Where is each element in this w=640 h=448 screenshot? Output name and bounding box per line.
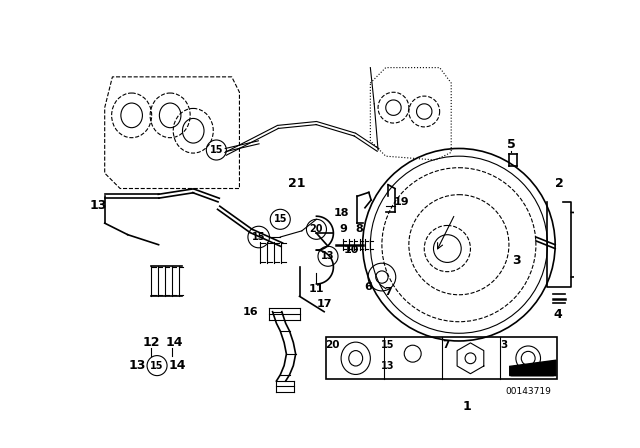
Text: 9: 9 bbox=[339, 224, 348, 234]
Bar bbox=[326, 337, 557, 379]
Text: 18: 18 bbox=[334, 208, 349, 218]
Text: 11: 11 bbox=[308, 284, 324, 293]
Text: 15: 15 bbox=[150, 361, 164, 370]
Polygon shape bbox=[511, 362, 554, 375]
Text: 14: 14 bbox=[165, 336, 183, 349]
Text: 19: 19 bbox=[394, 198, 409, 207]
Text: 5: 5 bbox=[507, 138, 516, 151]
Polygon shape bbox=[509, 360, 556, 375]
Text: 20: 20 bbox=[325, 340, 340, 350]
Text: 4: 4 bbox=[553, 307, 562, 320]
Text: 15: 15 bbox=[210, 145, 223, 155]
Text: 8: 8 bbox=[355, 224, 363, 234]
Text: 14: 14 bbox=[168, 359, 186, 372]
Text: 13: 13 bbox=[90, 199, 108, 212]
Text: 2: 2 bbox=[555, 177, 563, 190]
Text: 15: 15 bbox=[252, 232, 266, 242]
Text: 17: 17 bbox=[316, 299, 332, 309]
Text: 12: 12 bbox=[142, 336, 159, 349]
Text: 00143719: 00143719 bbox=[505, 387, 551, 396]
Text: 10: 10 bbox=[344, 245, 359, 255]
Text: 15: 15 bbox=[273, 214, 287, 224]
Text: 6: 6 bbox=[364, 282, 372, 292]
Text: 7: 7 bbox=[442, 340, 449, 350]
Text: 1: 1 bbox=[462, 400, 471, 413]
Text: 3: 3 bbox=[500, 340, 508, 350]
Text: 20: 20 bbox=[310, 224, 323, 234]
Text: 21: 21 bbox=[289, 177, 306, 190]
Text: 13: 13 bbox=[321, 251, 335, 261]
Text: 13: 13 bbox=[381, 362, 395, 371]
Text: 7: 7 bbox=[384, 288, 392, 297]
Text: 3: 3 bbox=[513, 254, 521, 267]
Text: 15: 15 bbox=[381, 340, 395, 350]
Text: 16: 16 bbox=[243, 307, 259, 317]
Text: 13: 13 bbox=[129, 359, 146, 372]
